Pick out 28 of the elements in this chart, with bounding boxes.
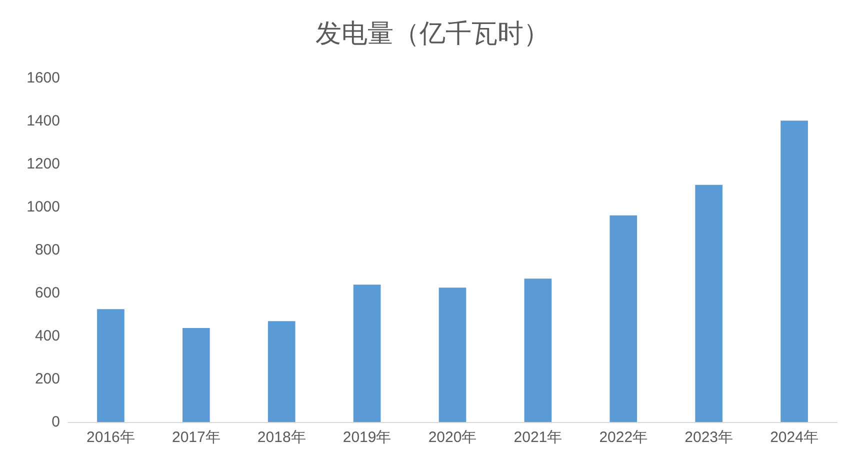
bar [780, 120, 808, 422]
x-tick-label: 2024年 [770, 429, 818, 446]
y-tick-label: 1000 [26, 198, 60, 216]
bar [438, 288, 466, 422]
y-tick-label: 1200 [26, 156, 60, 172]
bar [182, 328, 210, 422]
bar [695, 184, 723, 422]
x-tick-label: 2019年 [342, 429, 392, 446]
x-tick-label: 2017年 [172, 429, 220, 446]
y-tick-label: 0 [52, 414, 60, 430]
y-tick-label: 400 [34, 328, 60, 344]
x-tick-label: 2022年 [599, 429, 648, 446]
bar [524, 278, 552, 422]
x-tick-label: 2018年 [257, 429, 306, 446]
bar [610, 215, 638, 422]
y-tick-label: 1600 [26, 70, 60, 86]
bar [97, 309, 124, 422]
bar [268, 321, 296, 422]
x-tick-label: 2023年 [684, 429, 734, 446]
chart-title: 发电量（亿千瓦时） [316, 19, 550, 49]
x-tick-label: 2021年 [514, 429, 562, 446]
y-tick-label: 200 [34, 370, 60, 388]
bar [353, 284, 381, 422]
y-tick-label: 800 [34, 242, 60, 258]
y-tick-label: 600 [34, 284, 60, 302]
y-tick-label: 1400 [26, 112, 60, 130]
x-tick-label: 2020年 [428, 429, 477, 446]
x-tick-label: 2016年 [86, 429, 135, 446]
